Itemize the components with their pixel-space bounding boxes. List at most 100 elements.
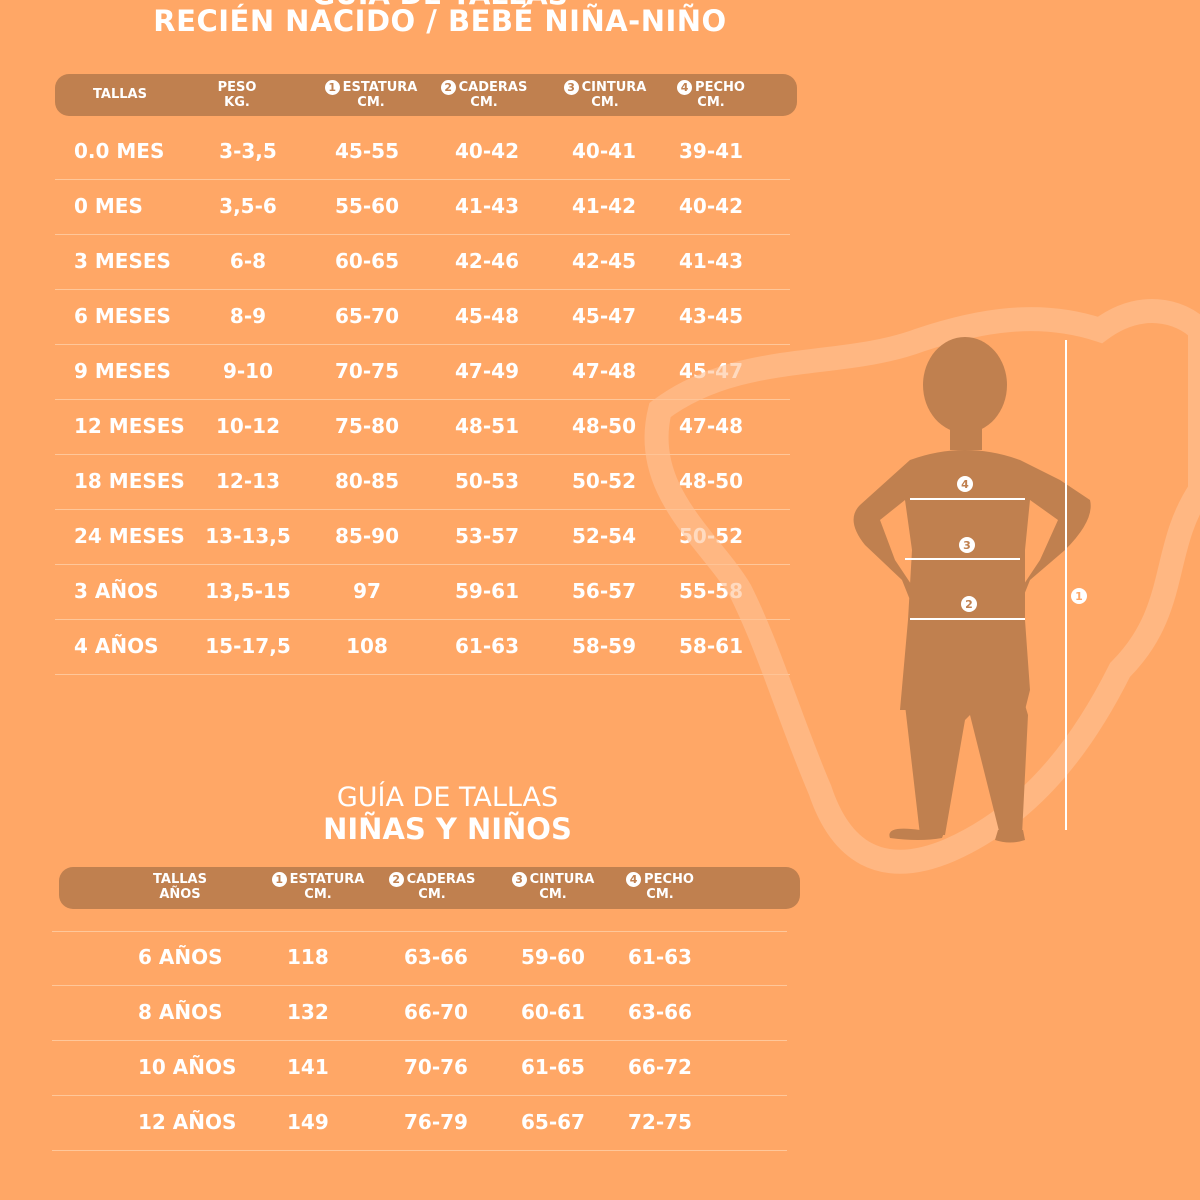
cell: 66-70: [404, 1000, 468, 1024]
cell: 76-79: [404, 1110, 468, 1134]
cell: 60-65: [335, 249, 399, 273]
header-label: PESO: [217, 80, 257, 95]
cell: 66-72: [628, 1055, 692, 1079]
header-label: PECHO: [644, 872, 694, 887]
table1-header: [55, 74, 797, 116]
header-estatura: 1 ESTATURA CM.: [311, 80, 431, 110]
cell: 65-67: [521, 1110, 585, 1134]
cell: 0.0 MES: [74, 139, 165, 163]
table-row: 12 AÑOS 149 76-79 65-67 72-75: [0, 1096, 800, 1151]
cell: 65-70: [335, 304, 399, 328]
cell: 3 MESES: [74, 249, 171, 273]
header-unit: CM.: [357, 95, 385, 110]
marker-4: 4: [961, 478, 969, 491]
table-row: 3 AÑOS 13,5-15 97 59-61 56-57 55-58: [0, 565, 800, 620]
cell: 72-75: [628, 1110, 692, 1134]
header-tallas: TALLAS AÑOS: [120, 872, 240, 902]
header-label: ESTATURA: [342, 80, 418, 95]
cell: 4 AÑOS: [74, 634, 159, 658]
decorative-outline: [644, 299, 1200, 874]
row-divider: [55, 619, 790, 620]
header-estatura: 1 ESTATURA CM.: [258, 872, 378, 902]
header-tallas: TALLAS: [60, 87, 180, 102]
cell: 56-57: [572, 579, 636, 603]
cell: 141: [287, 1055, 329, 1079]
row-divider: [52, 931, 787, 932]
header-cintura: 3 CINTURA CM.: [493, 872, 613, 902]
header-unit: KG.: [224, 95, 250, 110]
cell: 6 AÑOS: [138, 945, 223, 969]
row-divider: [55, 564, 790, 565]
number-3-icon: 3: [511, 872, 527, 887]
header-unit: CM.: [304, 887, 332, 902]
cell: 3,5-6: [219, 194, 277, 218]
cell: 0 MES: [74, 194, 143, 218]
table-row: 6 AÑOS 118 63-66 59-60 61-63: [0, 931, 800, 986]
row-divider: [55, 509, 790, 510]
cell: 41-42: [572, 194, 636, 218]
header-unit: AÑOS: [159, 887, 201, 902]
cell: 47-48: [572, 359, 636, 383]
cell: 149: [287, 1110, 329, 1134]
cell: 48-50: [572, 414, 636, 438]
cell: 9 MESES: [74, 359, 171, 383]
cell: 8-9: [229, 304, 267, 328]
row-divider: [55, 289, 790, 290]
cell: 47-48: [679, 414, 743, 438]
number-2-icon: 2: [388, 872, 404, 887]
cell: 47-49: [455, 359, 519, 383]
marker-3: 3: [963, 539, 971, 552]
cell: 6-8: [229, 249, 267, 273]
number-2-icon: 2: [440, 80, 456, 95]
header-unit: CM.: [418, 887, 446, 902]
header-label: ESTATURA: [289, 872, 365, 887]
cell: 40-42: [679, 194, 743, 218]
title2-kids: NIÑAS Y NIÑOS: [323, 812, 572, 846]
cell: 18 MESES: [74, 469, 185, 493]
cell: 53-57: [455, 524, 519, 548]
header-unit: CM.: [539, 887, 567, 902]
cell: 13,5-15: [205, 579, 291, 603]
number-4-icon: 4: [677, 80, 693, 95]
header-caderas: 2 CADERAS CM.: [372, 872, 492, 902]
cell: 45-48: [455, 304, 519, 328]
cell: 10-12: [216, 414, 280, 438]
cell: 12 MESES: [74, 414, 185, 438]
table-row: 0.0 MES 3-3,5 45-55 40-42 40-41 39-41: [0, 125, 800, 180]
table-row: 9 MESES 9-10 70-75 47-49 47-48 45-47: [0, 345, 800, 400]
cell: 59-60: [521, 945, 585, 969]
row-divider: [52, 985, 787, 986]
cell: 43-45: [679, 304, 743, 328]
cell: 12 AÑOS: [138, 1110, 237, 1134]
cell: 15-17,5: [205, 634, 291, 658]
table-row: 10 AÑOS 141 70-76 61-65 66-72: [0, 1041, 800, 1096]
top-title-partial: GUÍA DE TALLAS: [0, 0, 880, 11]
header-unit: CM.: [591, 95, 619, 110]
cell: 45-55: [335, 139, 399, 163]
table-row: 0 MES 3,5-6 55-60 41-43 41-42 40-42: [0, 180, 800, 235]
cell: 118: [287, 945, 329, 969]
cell: 50-52: [572, 469, 636, 493]
row-divider: [52, 1150, 787, 1151]
header-peso: PESO KG.: [177, 80, 297, 110]
row-divider: [55, 179, 790, 180]
header-caderas: 2 CADERAS CM.: [424, 80, 544, 110]
cell: 9-10: [222, 359, 274, 383]
number-4-icon: 4: [626, 872, 642, 887]
cell: 63-66: [628, 1000, 692, 1024]
number-1-icon: 1: [324, 80, 340, 95]
child-silhouette: [853, 337, 1091, 843]
cell: 59-61: [455, 579, 519, 603]
header-cintura: 3 CINTURA CM.: [545, 80, 665, 110]
cell: 108: [346, 634, 388, 658]
measure-arrows: [905, 340, 1067, 830]
cell: 48-50: [679, 469, 743, 493]
row-divider: [55, 344, 790, 345]
header-label: CADERAS: [406, 872, 476, 887]
table-row: 12 MESES 10-12 75-80 48-51 48-50 47-48: [0, 400, 800, 455]
cell: 41-43: [455, 194, 519, 218]
row-divider: [52, 1040, 787, 1041]
row-divider: [55, 399, 790, 400]
cell: 8 AÑOS: [138, 1000, 223, 1024]
figure: 4 3 2 1: [644, 299, 1200, 874]
